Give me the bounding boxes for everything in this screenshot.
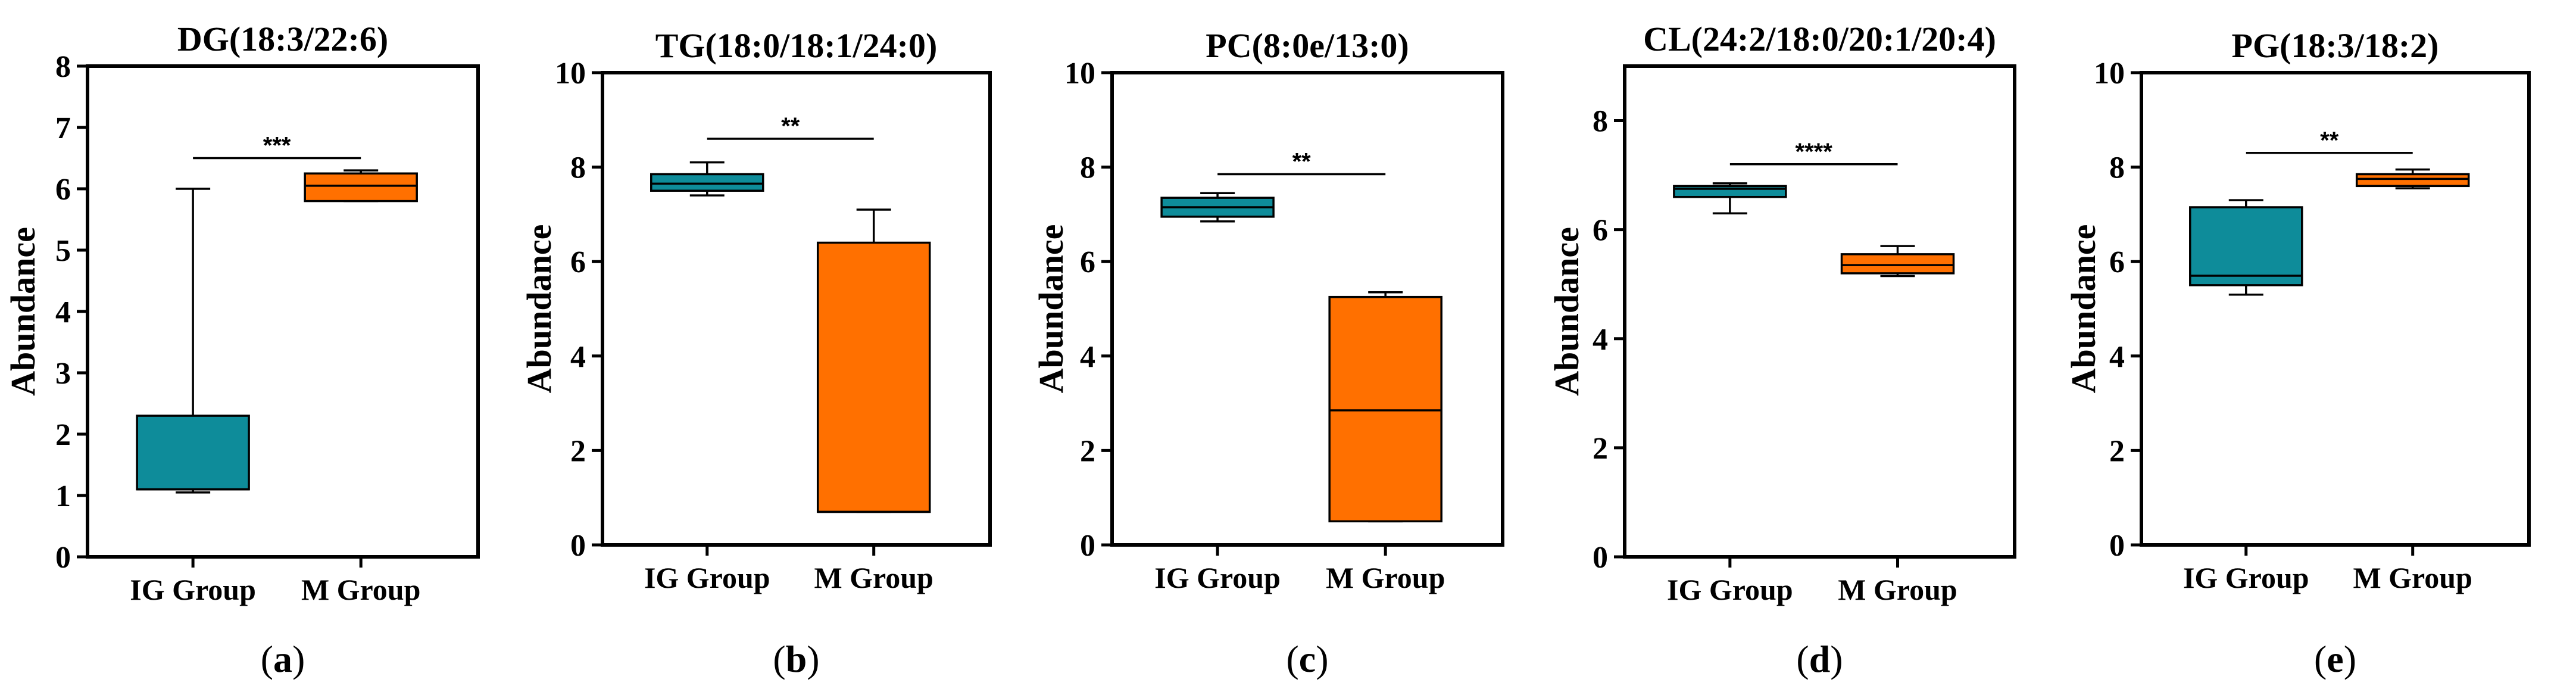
y-tick-label: 7 bbox=[55, 111, 71, 145]
y-tick-label: 10 bbox=[555, 57, 586, 91]
chart-title: DG(18:3/22:6) bbox=[177, 20, 388, 58]
y-tick-label: 8 bbox=[2109, 151, 2125, 185]
box-m-group bbox=[1840, 245, 1955, 278]
plot-frame bbox=[1110, 71, 1504, 547]
box-ig-group bbox=[136, 188, 250, 494]
panel-e: PG(18:3/18:2) Abundance 0 2 4 6 8 10 IG Group M G… bbox=[2064, 26, 2531, 680]
y-tick-label: 2 bbox=[1593, 432, 1608, 466]
y-tick-label: 10 bbox=[1064, 57, 1095, 91]
significance-stars: **** bbox=[1796, 139, 1833, 165]
significance-stars: *** bbox=[263, 133, 291, 159]
box-iqr bbox=[1328, 295, 1442, 523]
y-tick-label: 0 bbox=[1593, 541, 1608, 575]
y-tick-label: 6 bbox=[2109, 245, 2125, 279]
y-axis-label: Abundance bbox=[4, 227, 42, 396]
box-m-group bbox=[816, 208, 931, 513]
box-m-group bbox=[1328, 291, 1442, 523]
x-tick-label: IG Group bbox=[644, 561, 770, 594]
panel-b: TG(18:0/18:1/24:0) Abundance 0 2 4 6 8 10 IG Gro… bbox=[520, 26, 992, 680]
chart-title: PC(8:0e/13:0) bbox=[1206, 26, 1409, 65]
y-tick-label: 2 bbox=[2109, 434, 2125, 468]
panel-a: DG(18:3/22:6) Abundance 0 1 2 3 4 5 6 7 8 IG Group M… bbox=[4, 20, 480, 680]
box-iqr bbox=[650, 173, 764, 192]
box-ig-group bbox=[1673, 182, 1787, 214]
panel-label: (e) bbox=[2314, 638, 2356, 680]
y-tick-label: 4 bbox=[570, 340, 586, 374]
box-iqr bbox=[136, 414, 250, 491]
x-tick-label: M Group bbox=[814, 561, 933, 594]
panel-label: (b) bbox=[773, 638, 819, 680]
y-tick-label: 2 bbox=[570, 434, 586, 468]
y-axis-label: Abundance bbox=[2064, 225, 2103, 394]
panel-label: (c) bbox=[1286, 638, 1328, 680]
plot-frame bbox=[1623, 64, 2016, 559]
box-ig-group bbox=[650, 161, 764, 197]
y-tick-label: 4 bbox=[2109, 340, 2125, 374]
y-tick-label: 2 bbox=[1080, 434, 1095, 468]
x-tick-label: IG Group bbox=[1667, 573, 1793, 606]
y-tick-label: 6 bbox=[1593, 214, 1608, 248]
y-axis-label: Abundance bbox=[1547, 227, 1586, 396]
chart-title: TG(18:0/18:1/24:0) bbox=[655, 26, 938, 65]
y-tick-label: 6 bbox=[1080, 245, 1095, 279]
chart-title: PG(18:3/18:2) bbox=[2232, 26, 2439, 65]
plot-frame bbox=[2140, 71, 2531, 547]
y-tick-label: 4 bbox=[1593, 323, 1608, 357]
box-iqr bbox=[2355, 173, 2470, 188]
y-tick-label: 6 bbox=[570, 245, 586, 279]
panel-label: (a) bbox=[261, 638, 305, 680]
y-tick-label: 0 bbox=[1080, 529, 1095, 563]
y-tick-label: 1 bbox=[55, 479, 71, 513]
panel-d: CL(24:2/18:0/20:1/20:4) Abundance 0 2 4 6 8 IG … bbox=[1547, 20, 2016, 680]
box-iqr bbox=[816, 241, 931, 513]
x-tick-label: IG Group bbox=[1154, 561, 1281, 594]
y-axis-label: Abundance bbox=[520, 225, 558, 394]
box-iqr bbox=[1840, 253, 1955, 275]
y-tick-label: 2 bbox=[55, 418, 71, 452]
y-tick-label: 8 bbox=[1080, 151, 1095, 185]
y-tick-label: 10 bbox=[2094, 57, 2125, 91]
box-iqr bbox=[304, 172, 418, 202]
significance-stars: ** bbox=[781, 113, 800, 139]
y-tick-label: 0 bbox=[55, 541, 71, 575]
x-tick-label: M Group bbox=[1326, 561, 1445, 594]
y-tick-label: 6 bbox=[55, 173, 71, 207]
box-ig-group bbox=[2189, 199, 2303, 296]
box-iqr bbox=[1673, 185, 1787, 198]
y-tick-label: 3 bbox=[55, 357, 71, 391]
x-tick-label: M Group bbox=[1838, 573, 1957, 606]
y-tick-label: 4 bbox=[55, 295, 71, 329]
box-m-group bbox=[2355, 168, 2470, 190]
chart-title: CL(24:2/18:0/20:1/20:4) bbox=[1643, 20, 1996, 58]
box-m-group bbox=[304, 169, 418, 202]
x-tick-label: IG Group bbox=[2183, 561, 2309, 594]
y-tick-label: 8 bbox=[570, 151, 586, 185]
x-tick-label: M Group bbox=[301, 573, 421, 606]
y-axis-label: Abundance bbox=[1032, 225, 1070, 394]
y-tick-label: 0 bbox=[2109, 529, 2125, 563]
x-tick-label: IG Group bbox=[130, 573, 256, 606]
y-tick-label: 0 bbox=[570, 529, 586, 563]
y-tick-label: 4 bbox=[1080, 340, 1095, 374]
box-ig-group bbox=[1160, 192, 1275, 223]
box-iqr bbox=[2189, 206, 2303, 286]
significance-stars: ** bbox=[1292, 148, 1312, 174]
panel-c: PC(8:0e/13:0) Abundance 0 2 4 6 8 10 IG Group M G… bbox=[1032, 26, 1504, 680]
x-tick-label: M Group bbox=[2353, 561, 2472, 594]
y-tick-label: 8 bbox=[55, 50, 71, 84]
panel-label: (d) bbox=[1796, 638, 1843, 680]
significance-stars: ** bbox=[2320, 127, 2339, 154]
y-tick-label: 5 bbox=[55, 234, 71, 268]
y-tick-label: 8 bbox=[1593, 105, 1608, 139]
plot-frame bbox=[601, 71, 992, 547]
